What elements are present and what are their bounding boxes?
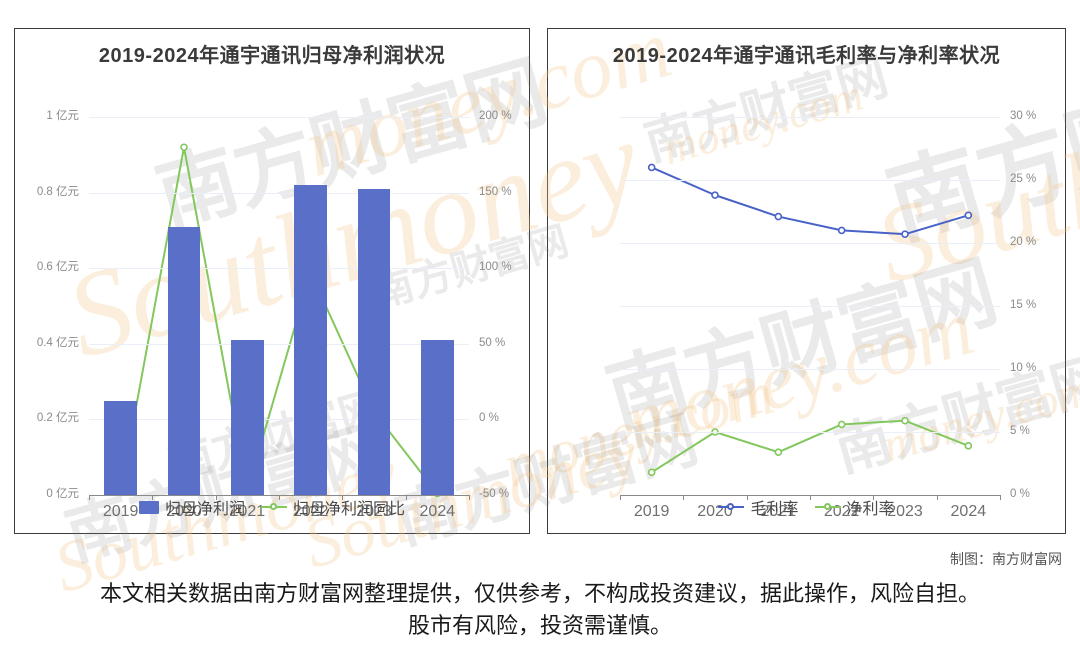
x-tick-mark — [89, 495, 90, 500]
x-tick-mark — [936, 495, 938, 500]
y2-axis-tick-label: 50 % — [479, 336, 506, 349]
y2-axis-tick-label: 150 % — [479, 185, 512, 198]
y2-axis-tick-label: 100 % — [479, 261, 512, 274]
gridline — [89, 117, 469, 118]
y-axis-tick-label: 0.6 亿元 — [36, 261, 79, 274]
chart-panel-net-profit: 2019-2024年通宇通讯归母净利润状况 0 亿元 0.2 亿元 0.4 亿元 0.… — [14, 28, 530, 534]
x-tick-mark — [873, 495, 875, 500]
left-chart-legend: 归母净利润 归母净利润同比 — [15, 495, 529, 519]
y2-axis-tick-label: 0 % — [479, 412, 499, 425]
legend-item-net-margin[interactable]: 净利率 — [814, 495, 895, 519]
gridline — [620, 369, 1000, 370]
y2-axis-tick-label: 200 % — [479, 110, 512, 122]
legend-label: 毛利率 — [750, 501, 799, 518]
x-tick-mark — [746, 495, 748, 500]
x-axis-tick-label: 2019 — [102, 503, 139, 520]
gridline — [89, 419, 469, 421]
gridline — [620, 180, 1000, 181]
x-tick-mark — [469, 495, 470, 500]
line-swatch-icon — [718, 501, 745, 513]
x-axis-tick-label: 2023 — [356, 503, 392, 520]
y-axis-tick-label: 0 亿元 — [46, 488, 79, 500]
right-plot-area: 0 % 5 % 10 % 15 % 20 % 25 % 30 % 2019 2020 2021 20… — [620, 110, 1036, 520]
y-axis-tick-label: 0.4 亿元 — [36, 336, 79, 349]
x-axis-tick-label: 2021 — [760, 503, 797, 520]
left-chart-title: 2019-2024年通宇通讯归母净利润状况 — [98, 45, 446, 67]
x-tick-mark — [342, 495, 344, 500]
x-axis-tick-label: 2024 — [950, 503, 987, 520]
chart-panel-margins: 2019-2024年通宇通讯毛利率与净利率状况 0 % 5 % 10 % 15 % 20… — [547, 28, 1066, 534]
left-plot-area: 0 亿元 0.2 亿元 0.4 亿元 0.6 亿元 0.8 亿元 1 亿元 -50 % 0 %… — [37, 110, 512, 520]
x-tick-mark — [405, 495, 407, 500]
legend-label: 净利率 — [846, 501, 895, 518]
line-swatch-icon — [814, 501, 841, 513]
legend-item-net-profit[interactable]: 归母净利润 — [138, 495, 245, 519]
x-axis-tick-label: 2022 — [292, 503, 329, 520]
x-axis-tick-label: 2019 — [633, 503, 670, 520]
gridline — [89, 343, 469, 345]
gridline — [620, 306, 1000, 307]
y2-axis-tick-label: 5 % — [1010, 425, 1030, 437]
line-swatch-icon — [261, 501, 287, 513]
x-tick-mark — [810, 495, 811, 500]
x-axis-tick-label: 2023 — [887, 503, 923, 520]
x-axis-tick-label: 2020 — [166, 503, 202, 520]
bar-net-profit[interactable] — [230, 340, 264, 495]
gridline — [620, 117, 1000, 118]
y-axis-tick-label: 0.8 亿元 — [36, 185, 79, 198]
x-tick-mark — [620, 495, 621, 500]
y2-axis-tick-label: 20 % — [1010, 236, 1037, 248]
right-chart-title: 2019-2024年通宇通讯毛利率与净利率状况 — [612, 45, 1001, 67]
y-axis-tick-label: 0.2 亿元 — [36, 412, 79, 425]
legend-label: 归母净利润同比 — [293, 501, 406, 518]
legend-label: 归母净利润 — [164, 501, 245, 518]
x-tick-mark — [1000, 495, 1001, 500]
bar-net-profit[interactable] — [104, 400, 138, 495]
x-tick-mark — [683, 495, 685, 500]
right-chart-legend: 毛利率 净利率 — [548, 495, 1065, 519]
bar-net-profit[interactable] — [294, 185, 328, 495]
bar-net-profit[interactable] — [357, 188, 391, 495]
y2-axis-tick-label: -50 % — [479, 488, 510, 500]
gridline — [89, 268, 469, 270]
y2-axis-tick-label: 25 % — [1010, 173, 1037, 185]
y2-axis-tick-label: 0 % — [1010, 488, 1030, 500]
x-tick-mark — [152, 495, 154, 500]
right-line-series — [647, 163, 973, 477]
gridline — [89, 192, 469, 194]
x-tick-mark — [215, 495, 217, 500]
chart-credit: 制图：南方财富网 — [950, 551, 1062, 567]
bar-swatch-icon — [138, 500, 159, 514]
y2-axis-tick-label: 10 % — [1010, 362, 1037, 374]
x-axis-tick-label: 2024 — [419, 503, 456, 520]
bar-net-profit[interactable] — [420, 340, 454, 495]
disclaimer-footer: 本文相关数据由南方财富网整理提供，仅供参考，不构成投资建议，据此操作，风险自担。… — [100, 581, 981, 638]
gridline — [620, 243, 1000, 244]
legend-item-net-profit-yoy[interactable]: 归母净利润同比 — [261, 495, 405, 519]
left-line-series — [116, 143, 442, 498]
legend-item-gross-margin[interactable]: 毛利率 — [718, 495, 799, 519]
bar-net-profit[interactable] — [167, 226, 201, 495]
x-axis-tick-label: 2021 — [229, 503, 266, 520]
x-axis-line — [620, 495, 1000, 496]
y-axis-tick-label: 1 亿元 — [46, 110, 79, 122]
y2-axis-tick-label: 15 % — [1010, 299, 1037, 311]
y2-axis-tick-label: 30 % — [1010, 110, 1037, 122]
gridline — [620, 432, 1000, 433]
x-tick-mark — [279, 495, 280, 500]
